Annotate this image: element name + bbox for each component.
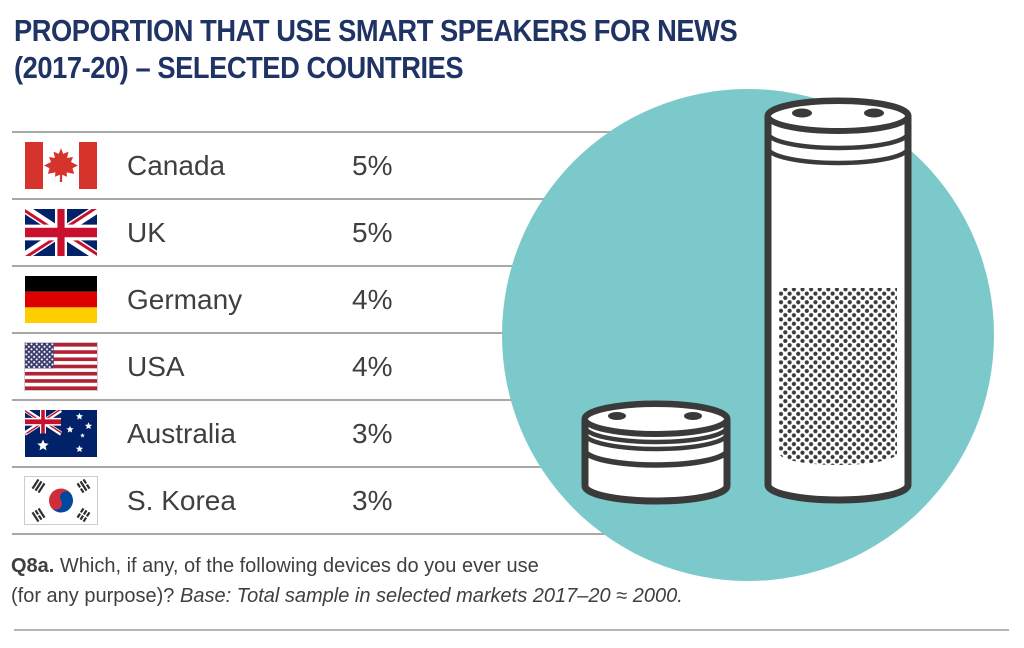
country-value: 3% — [352, 484, 393, 516]
australia-flag-icon — [25, 410, 97, 457]
table-row-australia: Australia 3% — [12, 399, 660, 466]
country-label: Canada — [127, 149, 226, 181]
country-label: UK — [127, 216, 166, 248]
question-label: Q8a. — [11, 555, 55, 577]
table-row-germany: Germany 4% — [12, 265, 660, 332]
base-note: Base: Total sample in selected markets 2… — [179, 585, 683, 607]
small-smart-speaker-icon — [581, 400, 731, 505]
country-label: USA — [127, 350, 185, 382]
country-label: S. Korea — [127, 484, 236, 516]
country-value: 5% — [352, 149, 393, 181]
germany-flag-icon — [25, 276, 97, 323]
country-table: Canada 5% UK 5% Germany 4% — [12, 131, 660, 535]
country-label: Australia — [127, 417, 236, 449]
country-value: 4% — [352, 283, 393, 315]
bottom-divider — [14, 629, 1009, 631]
uk-flag-icon — [25, 209, 97, 256]
source-footnote: Q8a. Which, if any, of the following dev… — [11, 551, 683, 611]
footnote-line2: (for any purpose)? Base: Total sample in… — [11, 585, 683, 607]
south-korea-flag-icon — [25, 477, 97, 524]
table-row-canada: Canada 5% — [12, 131, 660, 198]
chart-title: PROPORTION THAT USE SMART SPEAKERS FOR N… — [14, 12, 738, 86]
canada-flag-icon — [25, 142, 97, 189]
usa-flag-icon — [25, 343, 97, 390]
smart-speaker-illustration — [502, 89, 994, 581]
speaker-grille-dots — [779, 288, 897, 465]
chart-title-line1: PROPORTION THAT USE SMART SPEAKERS FOR N… — [14, 13, 738, 48]
table-row-uk: UK 5% — [12, 198, 660, 265]
country-value: 3% — [352, 417, 393, 449]
chart-title-line2: (2017-20) – SELECTED COUNTRIES — [14, 50, 464, 85]
country-value: 5% — [352, 216, 393, 248]
table-row-usa: USA 4% — [12, 332, 660, 399]
teal-circle-background — [502, 89, 994, 581]
tall-smart-speaker-icon — [764, 97, 912, 504]
table-row-south-korea: S. Korea 3% — [12, 466, 660, 533]
footnote-line1: Q8a. Which, if any, of the following dev… — [11, 555, 539, 577]
country-label: Germany — [127, 283, 243, 315]
country-value: 4% — [352, 350, 393, 382]
